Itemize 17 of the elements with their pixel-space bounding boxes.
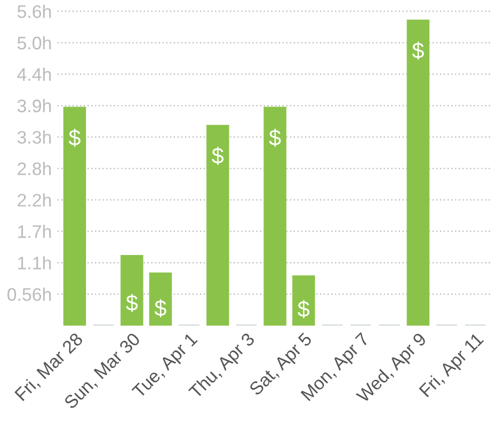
y-tick-label: 4.4h [17,68,51,81]
y-tick-label: 3.9h [17,99,51,112]
y-tick-label: 2.2h [18,193,51,206]
y-tick-label: 0.56h [7,288,51,301]
data-label: $ [269,128,281,147]
y-tick-label: 5.0h [18,36,51,50]
y-tick-label: 1.7h [18,224,51,238]
y-tick-label: 1.1h [18,256,51,270]
data-label: $ [68,128,80,147]
data-label: $ [154,299,166,318]
data-label: $ [412,42,424,60]
y-tick-label: 5.6h [18,4,51,18]
y-tick-label: 3.3h [17,130,51,144]
data-label: $ [298,300,310,318]
data-label: $ [126,294,138,312]
data-label: $ [212,146,224,165]
y-tick-label: 2.8h [18,162,51,176]
